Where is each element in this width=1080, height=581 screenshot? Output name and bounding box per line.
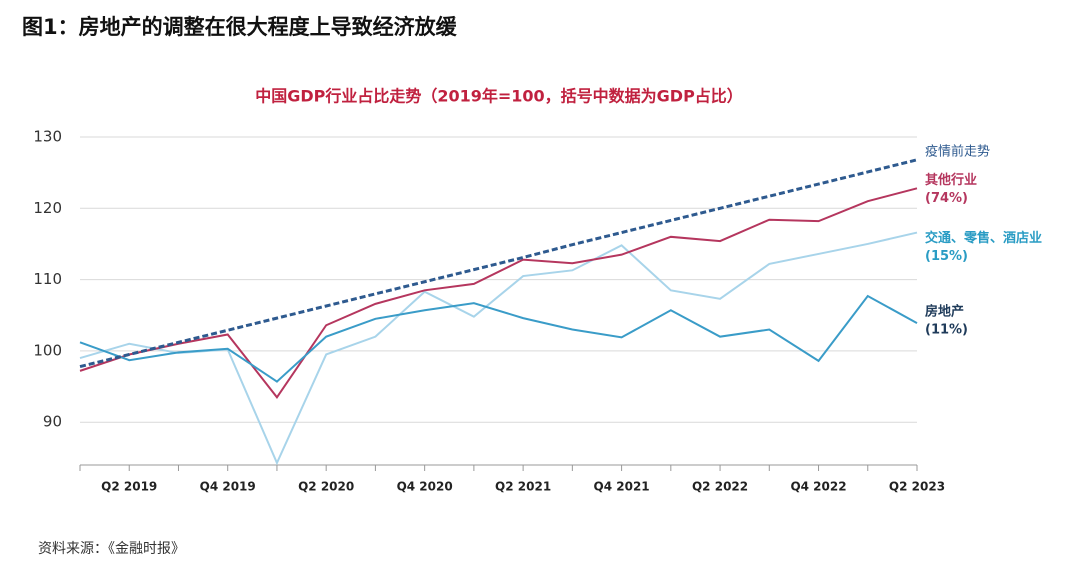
- source: 资料来源：《金融时报》: [38, 541, 185, 557]
- series-line: [79, 231, 918, 466]
- chart-title: 中国GDP行业占比走势（2019年=100，括号中数据为GDP占比）: [255, 87, 743, 106]
- y-tick-label: 130: [33, 128, 62, 146]
- x-tick-label: Q4 2019: [200, 480, 256, 494]
- x-tick-label: Q2 2020: [298, 480, 354, 494]
- y-tick-label: 120: [33, 199, 62, 217]
- page-title: 图1：房地产的调整在很大程度上导致经济放缓: [22, 15, 458, 39]
- series-label: 交通、零售、酒店业: [925, 230, 1042, 246]
- series-line: [79, 294, 918, 383]
- series-note: (74%): [925, 191, 968, 206]
- x-tick-label: Q4 2021: [594, 480, 650, 494]
- x-tick-label: Q2 2022: [692, 480, 748, 494]
- y-tick-label: 100: [33, 341, 62, 359]
- series-line: [79, 158, 918, 369]
- x-tick-label: Q2 2023: [889, 480, 945, 494]
- series-label: 疫情前走势: [925, 143, 990, 159]
- x-tick-label: Q4 2022: [790, 480, 846, 494]
- series-line: [79, 187, 918, 399]
- x-tick-label: Q2 2021: [495, 480, 551, 494]
- series-label: 其他行业: [925, 172, 977, 188]
- series-label: 房地产: [925, 304, 964, 320]
- y-tick-label: 110: [33, 270, 62, 288]
- x-tick-label: Q2 2019: [101, 480, 157, 494]
- series-note: (11%): [925, 323, 968, 338]
- series-note: (15%): [925, 249, 968, 264]
- x-tick-label: Q4 2020: [397, 480, 453, 494]
- y-tick-label: 90: [43, 413, 62, 431]
